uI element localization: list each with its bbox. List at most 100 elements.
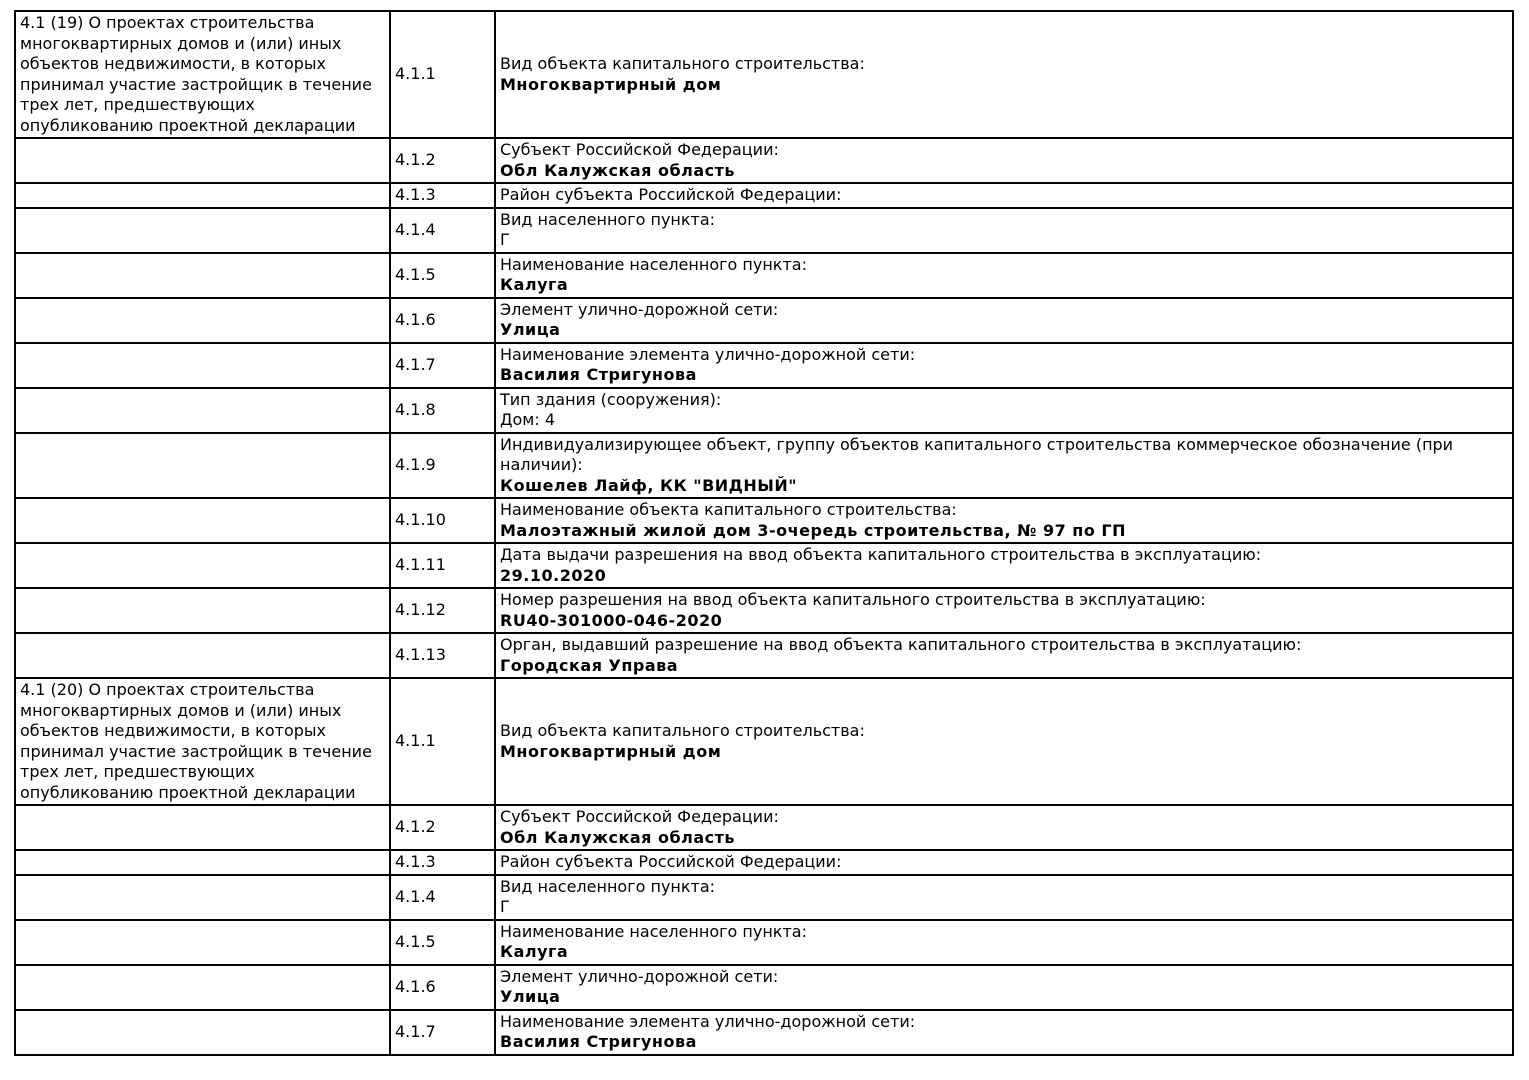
row-number: 4.1.9 xyxy=(395,455,436,474)
field-value: 29.10.2020 xyxy=(500,565,607,585)
table-row: 4.1.2 Субъект Российской Федерации: Обл Ка… xyxy=(14,137,1514,184)
field-value: Калуга xyxy=(500,942,569,961)
table-row: 4.1.8 Тип здания (сооружения): Дом: 4 xyxy=(14,386,1514,434)
row-number: 4.1.5 xyxy=(395,264,436,284)
field-value: Обл Калужская область xyxy=(500,827,736,847)
table-row: 4.1 (20) О проектах строительства многок… xyxy=(14,677,1514,806)
row-content-cell: Индивидуализирующее объект, группу объек… xyxy=(494,431,1514,499)
row-number: 4.1.7 xyxy=(395,1021,436,1041)
table-row: 4.1.7 Наименование элемента улично-дорожн… xyxy=(14,1008,1514,1056)
section-description-empty-cell xyxy=(14,206,391,254)
row-number-cell: 4.1.9 xyxy=(389,431,496,499)
row-content-cell: Вид населенного пункта: Г xyxy=(494,206,1514,254)
row-content-cell: Наименование элемента улично-дорожной се… xyxy=(494,341,1514,389)
row-number-cell: 4.1.12 xyxy=(389,587,496,634)
section-description-cell: 4.1 (20) О проектах строительства многок… xyxy=(14,677,391,806)
field-value: Улица xyxy=(500,987,561,1006)
row-number: 4.1.1 xyxy=(395,64,436,84)
field-label: Тип здания (сооружения): xyxy=(500,389,722,409)
section-description-empty-cell xyxy=(14,963,391,1011)
section-description-empty-cell xyxy=(14,182,391,209)
field-value: Городская Управа xyxy=(500,655,679,675)
section-description-empty-cell xyxy=(14,542,391,589)
field-label: Субъект Российской Федерации: xyxy=(500,807,779,826)
row-number-cell: 4.1.3 xyxy=(389,849,496,876)
row-number-cell: 4.1.2 xyxy=(389,804,496,851)
declaration-table-body: 4.1 (19) О проектах строительства многок… xyxy=(14,10,1514,1056)
field-value: Многоквартирный дом xyxy=(500,741,722,761)
section-description-empty-cell xyxy=(14,296,391,344)
row-number-cell: 4.1.8 xyxy=(389,386,496,434)
row-number: 4.1.3 xyxy=(395,852,436,871)
section-description-empty-cell xyxy=(14,497,391,544)
row-content-cell: Район субъекта Российской Федерации: xyxy=(494,849,1514,876)
section-description-empty-cell xyxy=(14,849,391,876)
field-label: Наименование объекта капитального строит… xyxy=(500,500,957,519)
table-row: 4.1.11 Дата выдачи разрешения на ввод объ… xyxy=(14,542,1514,589)
row-number: 4.1.4 xyxy=(395,886,436,906)
row-content-cell: Наименование населенного пункта: Калуга xyxy=(494,918,1514,966)
row-number: 4.1.2 xyxy=(395,817,436,837)
table-row: 4.1.4 Вид населенного пункта: Г xyxy=(14,873,1514,921)
section-description: 4.1 (20) О проектах строительства многок… xyxy=(20,680,372,802)
row-content-cell: Элемент улично-дорожной сети: Улица xyxy=(494,296,1514,344)
table-row: 4.1.2 Субъект Российской Федерации: Обл Ка… xyxy=(14,804,1514,851)
field-value: Василия Стригунова xyxy=(500,1032,697,1051)
row-number: 4.1.7 xyxy=(395,354,436,374)
field-label: Наименование населенного пункта: xyxy=(500,921,807,941)
section-description-empty-cell xyxy=(14,918,391,966)
field-value: RU40-301000-046-2020 xyxy=(500,610,723,630)
table-row: 4.1.12 Номер разрешения на ввод объекта к… xyxy=(14,587,1514,634)
field-value: Улица xyxy=(500,320,561,339)
row-number-cell: 4.1.2 xyxy=(389,137,496,184)
row-number: 4.1.1 xyxy=(395,731,436,751)
field-value: Кошелев Лайф, КК "ВИДНЫЙ" xyxy=(500,475,798,495)
row-content-cell: Вид объекта капитального строительства: М… xyxy=(494,10,1514,139)
table-row: 4.1.9 Индивидуализирующее объект, группу … xyxy=(14,431,1514,499)
field-label: Наименование населенного пункта: xyxy=(500,254,807,274)
row-number-cell: 4.1.4 xyxy=(389,206,496,254)
field-label: Дата выдачи разрешения на ввод объекта к… xyxy=(500,545,1262,564)
section-description-empty-cell xyxy=(14,386,391,434)
row-content-cell: Номер разрешения на ввод объекта капитал… xyxy=(494,587,1514,634)
section-description-empty-cell xyxy=(14,137,391,184)
table-row: 4.1 (19) О проектах строительства многок… xyxy=(14,10,1514,139)
table-row: 4.1.7 Наименование элемента улично-дорожн… xyxy=(14,341,1514,389)
row-number: 4.1.12 xyxy=(395,600,446,620)
field-value: Василия Стригунова xyxy=(500,365,697,384)
field-label: Вид объекта капитального строительства: xyxy=(500,54,865,73)
table-row: 4.1.4 Вид населенного пункта: Г xyxy=(14,206,1514,254)
row-number: 4.1.8 xyxy=(395,399,436,419)
section-description-empty-cell xyxy=(14,341,391,389)
row-content-cell: Наименование элемента улично-дорожной се… xyxy=(494,1008,1514,1056)
table-row: 4.1.6 Элемент улично-дорожной сети: Улица xyxy=(14,296,1514,344)
section-description: 4.1 (19) О проектах строительства многок… xyxy=(20,13,372,135)
table-row: 4.1.6 Элемент улично-дорожной сети: Улица xyxy=(14,963,1514,1011)
field-label: Наименование элемента улично-дорожной се… xyxy=(500,1011,916,1031)
field-label: Район субъекта Российской Федерации: xyxy=(500,185,842,204)
field-label: Элемент улично-дорожной сети: xyxy=(500,299,779,319)
row-number-cell: 4.1.3 xyxy=(389,182,496,209)
field-label: Индивидуализирующее объект, группу объек… xyxy=(500,434,1454,475)
row-content-cell: Элемент улично-дорожной сети: Улица xyxy=(494,963,1514,1011)
field-value: Обл Калужская область xyxy=(500,160,736,180)
section-description-empty-cell xyxy=(14,587,391,634)
row-number-cell: 4.1.11 xyxy=(389,542,496,589)
row-number: 4.1.6 xyxy=(395,976,436,996)
table-row: 4.1.5 Наименование населенного пункта: Кал… xyxy=(14,251,1514,299)
row-number: 4.1.3 xyxy=(395,185,436,204)
row-number: 4.1.6 xyxy=(395,309,436,329)
row-number-cell: 4.1.10 xyxy=(389,497,496,544)
field-label: Вид населенного пункта: xyxy=(500,209,716,229)
row-number-cell: 4.1.4 xyxy=(389,873,496,921)
row-number: 4.1.5 xyxy=(395,931,436,951)
table-row: 4.1.10 Наименование объекта капитального … xyxy=(14,497,1514,544)
field-label: Район субъекта Российской Федерации: xyxy=(500,852,842,871)
row-number-cell: 4.1.5 xyxy=(389,251,496,299)
row-content-cell: Вид населенного пункта: Г xyxy=(494,873,1514,921)
field-value: Г xyxy=(500,230,510,249)
row-content-cell: Район субъекта Российской Федерации: xyxy=(494,182,1514,209)
row-number: 4.1.10 xyxy=(395,510,446,530)
field-label: Номер разрешения на ввод объекта капитал… xyxy=(500,590,1206,609)
